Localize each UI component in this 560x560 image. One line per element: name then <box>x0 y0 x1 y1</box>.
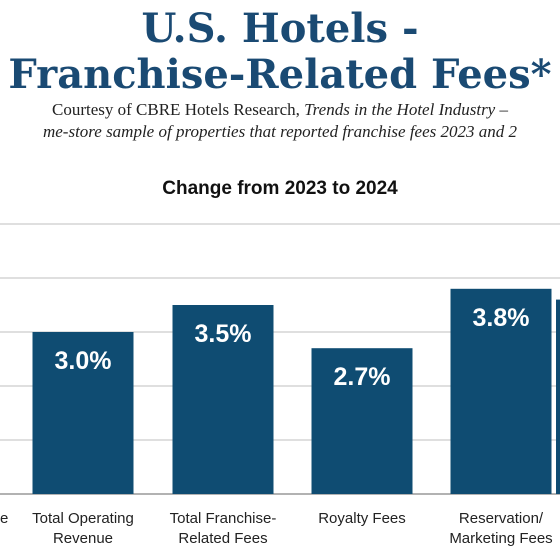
bar-data-label: 3.5% <box>195 320 252 348</box>
category-tick-label: Marketing Fees <box>449 530 552 547</box>
category-tick-label: Royalty Fees <box>318 510 406 527</box>
category-tick-label: Revenue <box>53 530 113 547</box>
bar <box>172 305 274 494</box>
subtitle-line-2: me-store sample of properties that repor… <box>42 122 518 141</box>
bar-data-label: 3.0% <box>55 347 112 375</box>
bar <box>32 332 134 494</box>
category-tick-label: Total Operating <box>32 510 134 527</box>
category-tick-label: Reservation/ <box>459 510 544 527</box>
bar-data-label: 3.8% <box>473 304 530 332</box>
chart-title: Change from 2023 to 2024 <box>162 178 398 199</box>
bar <box>311 348 413 494</box>
subtitle-publication: Trends in the Hotel Industry – <box>304 100 508 119</box>
category-tick-label: Related Fees <box>178 530 267 547</box>
partial-category-label: e <box>0 510 8 527</box>
page-title-line-2: Franchise-Related Fees* <box>8 51 552 98</box>
subtitle-source: Courtesy of CBRE Hotels Research, <box>52 100 305 119</box>
page-title-line-1: U.S. Hotels - <box>141 5 419 52</box>
bar-data-label: 2.7% <box>334 363 391 391</box>
partial-bar-right <box>556 299 560 494</box>
bar <box>450 288 552 494</box>
subtitle-line-1: Courtesy of CBRE Hotels Research, Trends… <box>0 100 560 120</box>
category-tick-label: Total Franchise- <box>170 510 277 527</box>
